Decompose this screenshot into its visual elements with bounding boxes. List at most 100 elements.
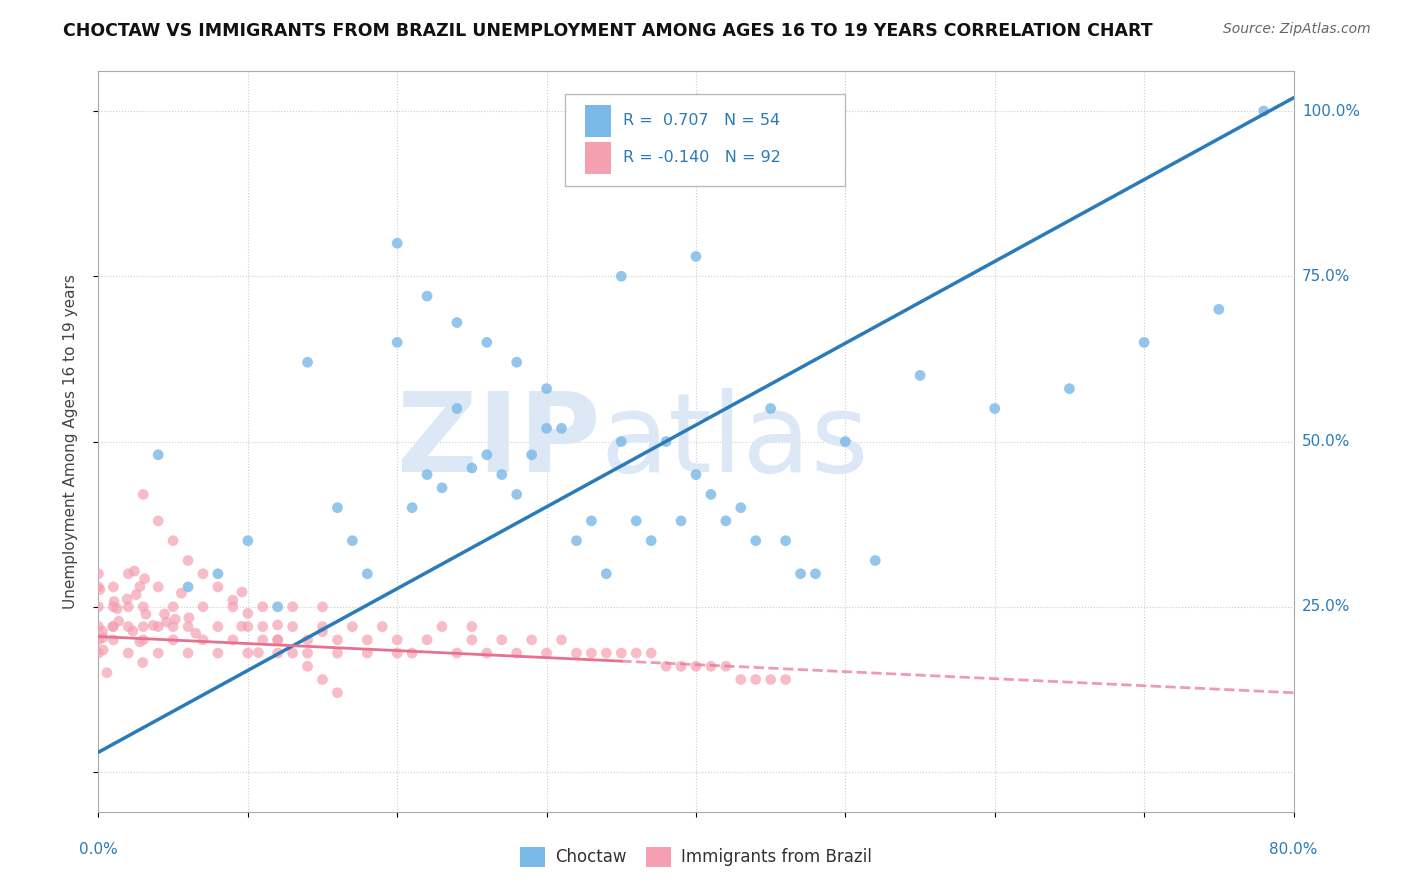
Point [520, 632, 543, 647]
Point [475, 448, 498, 462]
Point [385, 646, 409, 660]
Point [191, 566, 214, 581]
Point [626, 646, 648, 660]
Point [103, 632, 125, 647]
Point [506, 646, 529, 660]
Bar [585, 143, 612, 174]
Point [1133, 335, 1156, 350]
Text: ZIP: ZIP [396, 388, 600, 495]
Point [520, 448, 543, 462]
Point [252, 599, 274, 614]
Point [236, 646, 259, 660]
Point [640, 533, 662, 548]
Point [87, 580, 110, 594]
Point [131, 656, 153, 670]
Point [134, 572, 156, 586]
Point [475, 646, 498, 660]
Point [87, 646, 110, 660]
Point [640, 646, 662, 660]
Point [236, 620, 259, 634]
Point [416, 289, 439, 303]
Text: 50.0%: 50.0% [1302, 434, 1350, 449]
Point [685, 659, 707, 673]
Text: CHOCTAW VS IMMIGRANTS FROM BRAZIL UNEMPLOYMENT AMONG AGES 16 TO 19 YEARS CORRELA: CHOCTAW VS IMMIGRANTS FROM BRAZIL UNEMPL… [63, 22, 1153, 40]
Point [311, 599, 333, 614]
Point [700, 487, 723, 501]
Y-axis label: Unemployment Among Ages 16 to 19 years: Unemployment Among Ages 16 to 19 years [63, 274, 77, 609]
Point [655, 434, 678, 449]
Point [385, 632, 409, 647]
Point [610, 269, 633, 284]
Point [101, 619, 124, 633]
Point [191, 632, 214, 647]
Point [148, 514, 170, 528]
Point [142, 618, 165, 632]
Point [162, 632, 184, 647]
Point [162, 620, 184, 634]
Point [177, 553, 200, 567]
Text: 75.0%: 75.0% [1302, 268, 1350, 284]
Point [759, 401, 782, 416]
Point [281, 620, 304, 634]
Point [416, 632, 439, 647]
Point [267, 632, 290, 647]
Point [281, 646, 304, 660]
Text: R =  0.707   N = 54: R = 0.707 N = 54 [623, 113, 780, 128]
Point [170, 586, 193, 600]
Point [669, 659, 692, 673]
Point [132, 632, 155, 647]
Point [267, 632, 290, 647]
Point [506, 355, 529, 369]
Point [132, 620, 155, 634]
Point [461, 632, 484, 647]
Point [371, 620, 394, 634]
Point [865, 553, 887, 567]
Point [281, 599, 304, 614]
Point [266, 618, 288, 632]
Text: R = -0.140   N = 92: R = -0.140 N = 92 [623, 151, 780, 166]
Point [132, 487, 155, 501]
Point [267, 646, 290, 660]
Point [446, 646, 468, 660]
Point [714, 659, 737, 673]
Point [685, 467, 707, 482]
Point [430, 481, 453, 495]
Point [132, 599, 155, 614]
Point [129, 580, 152, 594]
Point [789, 566, 811, 581]
Point [416, 467, 439, 482]
Text: 0.0%: 0.0% [79, 842, 118, 857]
Point [103, 594, 125, 608]
Point [326, 632, 349, 647]
Point [908, 368, 931, 383]
Point [311, 624, 333, 639]
Point [461, 461, 484, 475]
Point [685, 250, 707, 264]
Point [565, 646, 588, 660]
Point [177, 646, 200, 660]
Point [105, 601, 128, 615]
Point [356, 632, 378, 647]
Point [475, 335, 498, 350]
Point [87, 566, 110, 581]
Point [128, 635, 150, 649]
Point [461, 620, 484, 634]
Point [207, 620, 229, 634]
Point [610, 646, 633, 660]
Point [1253, 103, 1275, 118]
Point [207, 566, 229, 581]
Point [745, 533, 768, 548]
Point [87, 632, 110, 647]
Point [184, 626, 207, 640]
Point [148, 448, 170, 462]
Point [91, 631, 114, 645]
Point [135, 607, 157, 621]
Point [491, 467, 513, 482]
Text: 25.0%: 25.0% [1302, 599, 1350, 615]
Point [326, 646, 349, 660]
Point [536, 646, 558, 660]
Point [222, 632, 245, 647]
Point [430, 620, 453, 634]
FancyBboxPatch shape [565, 94, 845, 186]
Point [356, 566, 378, 581]
